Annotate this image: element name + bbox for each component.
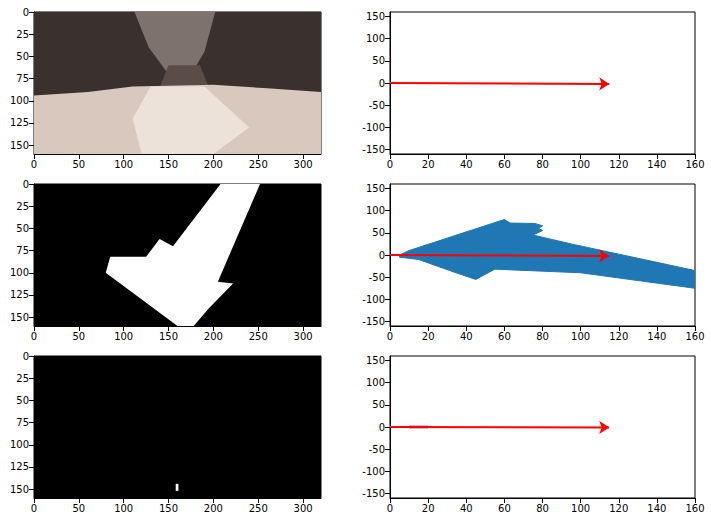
svg-text:75: 75 xyxy=(16,245,29,256)
svg-text:140: 140 xyxy=(647,159,666,170)
svg-text:250: 250 xyxy=(249,503,268,514)
svg-text:40: 40 xyxy=(460,331,473,342)
svg-text:-50: -50 xyxy=(369,272,385,283)
svg-text:125: 125 xyxy=(10,461,29,472)
svg-text:-150: -150 xyxy=(362,488,385,499)
svg-text:0: 0 xyxy=(31,159,37,170)
svg-text:120: 120 xyxy=(609,331,628,342)
svg-text:60: 60 xyxy=(498,159,511,170)
svg-text:-100: -100 xyxy=(362,466,385,477)
svg-text:160: 160 xyxy=(685,159,704,170)
svg-text:0: 0 xyxy=(379,250,385,261)
svg-text:100: 100 xyxy=(571,503,590,514)
svg-text:150: 150 xyxy=(10,140,29,151)
svg-text:25: 25 xyxy=(16,373,29,384)
svg-text:0: 0 xyxy=(387,331,393,342)
svg-text:50: 50 xyxy=(16,223,29,234)
svg-text:125: 125 xyxy=(10,289,29,300)
svg-text:50: 50 xyxy=(72,331,85,342)
svg-text:100: 100 xyxy=(366,205,385,216)
svg-text:0: 0 xyxy=(23,179,29,190)
svg-text:250: 250 xyxy=(249,159,268,170)
svg-text:200: 200 xyxy=(204,159,223,170)
svg-text:20: 20 xyxy=(422,503,435,514)
svg-text:250: 250 xyxy=(249,331,268,342)
svg-text:50: 50 xyxy=(72,159,85,170)
svg-text:0: 0 xyxy=(23,7,29,18)
svg-text:-100: -100 xyxy=(362,294,385,305)
svg-text:150: 150 xyxy=(10,484,29,495)
svg-text:100: 100 xyxy=(10,439,29,450)
svg-text:80: 80 xyxy=(536,503,549,514)
svg-text:-100: -100 xyxy=(362,122,385,133)
svg-text:150: 150 xyxy=(159,159,178,170)
svg-text:100: 100 xyxy=(366,377,385,388)
svg-text:0: 0 xyxy=(31,331,37,342)
svg-text:200: 200 xyxy=(204,503,223,514)
svg-text:200: 200 xyxy=(204,331,223,342)
svg-text:160: 160 xyxy=(685,503,704,514)
svg-text:40: 40 xyxy=(460,503,473,514)
svg-text:300: 300 xyxy=(294,503,313,514)
svg-text:75: 75 xyxy=(16,73,29,84)
svg-text:50: 50 xyxy=(16,395,29,406)
svg-text:100: 100 xyxy=(10,95,29,106)
svg-text:100: 100 xyxy=(114,331,133,342)
svg-text:100: 100 xyxy=(114,503,133,514)
svg-text:60: 60 xyxy=(498,503,511,514)
svg-text:0: 0 xyxy=(387,503,393,514)
svg-text:0: 0 xyxy=(387,159,393,170)
svg-text:40: 40 xyxy=(460,159,473,170)
svg-text:150: 150 xyxy=(366,183,385,194)
svg-text:150: 150 xyxy=(366,11,385,22)
svg-text:125: 125 xyxy=(10,117,29,128)
svg-text:-50: -50 xyxy=(369,100,385,111)
svg-text:150: 150 xyxy=(10,312,29,323)
svg-text:25: 25 xyxy=(16,201,29,212)
svg-text:50: 50 xyxy=(372,399,385,410)
svg-text:160: 160 xyxy=(685,331,704,342)
svg-text:20: 20 xyxy=(422,159,435,170)
svg-text:0: 0 xyxy=(23,351,29,362)
svg-text:60: 60 xyxy=(498,331,511,342)
svg-text:150: 150 xyxy=(159,503,178,514)
svg-text:20: 20 xyxy=(422,331,435,342)
svg-text:50: 50 xyxy=(72,503,85,514)
svg-text:0: 0 xyxy=(379,422,385,433)
svg-text:140: 140 xyxy=(647,503,666,514)
svg-text:-50: -50 xyxy=(369,444,385,455)
svg-text:80: 80 xyxy=(536,159,549,170)
svg-text:100: 100 xyxy=(10,267,29,278)
svg-text:300: 300 xyxy=(294,331,313,342)
svg-text:25: 25 xyxy=(16,29,29,40)
svg-text:50: 50 xyxy=(372,227,385,238)
svg-text:300: 300 xyxy=(294,159,313,170)
svg-text:150: 150 xyxy=(159,331,178,342)
svg-text:100: 100 xyxy=(114,159,133,170)
svg-text:120: 120 xyxy=(609,159,628,170)
svg-text:50: 50 xyxy=(16,51,29,62)
svg-text:50: 50 xyxy=(372,55,385,66)
svg-text:100: 100 xyxy=(571,159,590,170)
svg-text:140: 140 xyxy=(647,331,666,342)
svg-text:-150: -150 xyxy=(362,316,385,327)
svg-text:120: 120 xyxy=(609,503,628,514)
svg-text:75: 75 xyxy=(16,417,29,428)
svg-text:0: 0 xyxy=(379,78,385,89)
svg-text:100: 100 xyxy=(571,331,590,342)
svg-text:150: 150 xyxy=(366,355,385,366)
svg-text:80: 80 xyxy=(536,331,549,342)
svg-text:-150: -150 xyxy=(362,144,385,155)
svg-text:100: 100 xyxy=(366,33,385,44)
svg-text:0: 0 xyxy=(31,503,37,514)
